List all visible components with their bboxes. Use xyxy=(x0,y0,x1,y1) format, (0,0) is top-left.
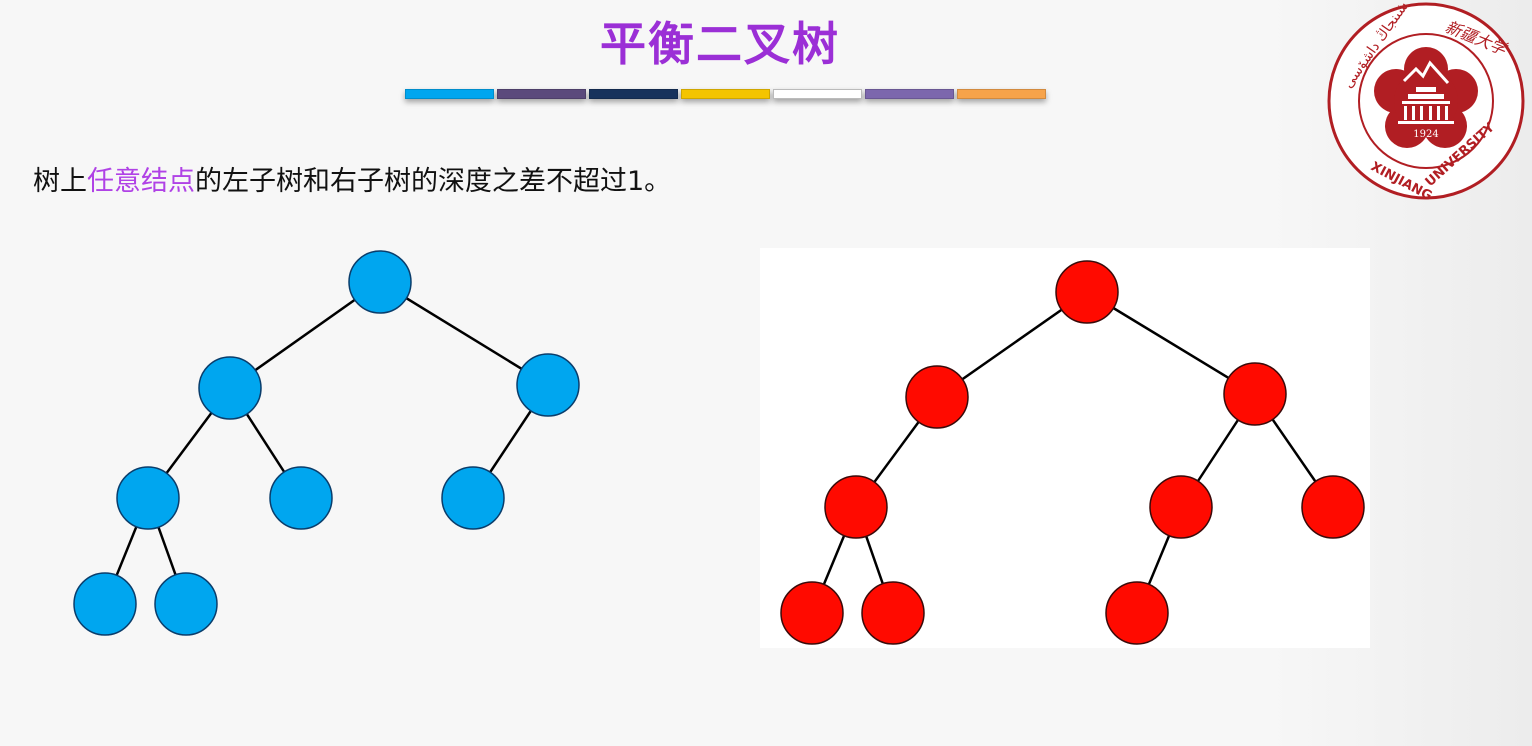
university-logo: 1924 XINJIANG UNIVERSITY 新疆大学 شىنجاڭ داش… xyxy=(1327,1,1525,201)
red-node-RLL xyxy=(1105,581,1169,645)
slide-title: 平衡二叉树 xyxy=(600,17,840,71)
blue-node-LLL xyxy=(73,572,137,636)
red-edge-root-R xyxy=(1086,290,1256,396)
red-node-L xyxy=(905,365,969,429)
red-node-LL xyxy=(824,475,888,539)
red-node-LLL xyxy=(780,581,844,645)
red-tree xyxy=(780,260,1365,645)
logo-year: 1924 xyxy=(1413,129,1438,140)
red-node-LLR xyxy=(861,581,925,645)
accent-color-bar xyxy=(405,89,1046,99)
statement-suffix: 的左子树和右子树的深度之差不超过1。 xyxy=(195,166,672,197)
red-node-RR xyxy=(1301,475,1365,539)
accent-bar-segment-4 xyxy=(681,89,770,99)
accent-bar-segment-1 xyxy=(405,89,494,99)
blue-edge-root-R xyxy=(379,280,549,387)
accent-bar-segment-7 xyxy=(957,89,1046,99)
logo-inner-ring xyxy=(1358,33,1494,169)
blue-node-LR xyxy=(269,466,333,530)
blue-node-L xyxy=(198,356,262,420)
accent-bar-segment-6 xyxy=(865,89,954,99)
accent-bar-segment-3 xyxy=(589,89,678,99)
blue-node-LLR xyxy=(154,572,218,636)
statement-prefix: 树上 xyxy=(33,166,87,197)
balanced-tree-definition: 树上任意结点的左子树和右子树的深度之差不超过1。 xyxy=(33,162,671,202)
logo-mountain xyxy=(1402,60,1450,85)
statement-highlight: 任意结点 xyxy=(87,166,195,197)
blue-node-R xyxy=(516,353,580,417)
blue-node-RL xyxy=(441,466,505,530)
blue-node-LL xyxy=(116,466,180,530)
red-node-R xyxy=(1223,362,1287,426)
blue-node-root xyxy=(348,250,412,314)
blue-tree xyxy=(73,250,580,636)
red-node-RL xyxy=(1149,475,1213,539)
red-node-root xyxy=(1055,260,1119,324)
logo-building xyxy=(1398,87,1454,124)
accent-bar-segment-2 xyxy=(497,89,586,99)
accent-bar-segment-5 xyxy=(773,89,862,99)
